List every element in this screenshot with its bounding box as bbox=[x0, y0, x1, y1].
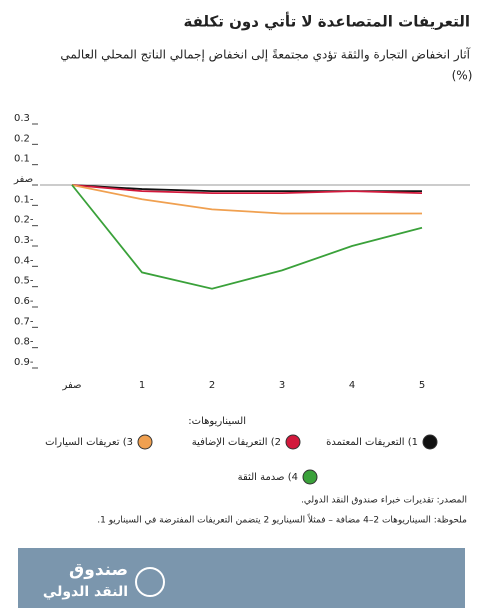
legend-swatch bbox=[285, 434, 301, 450]
logo-emblem bbox=[135, 567, 165, 597]
legend-swatch bbox=[302, 469, 318, 485]
y-tick-label: 0.1- bbox=[14, 194, 34, 205]
source-note: المصدر: تقديرات خبراء صندوق النقد الدولي… bbox=[301, 496, 467, 506]
x-tick-label: 3 bbox=[279, 380, 285, 391]
logo-box bbox=[18, 548, 465, 608]
footnote: ملحوظة: السيناريوهات 2–4 مضافة – فمثلاً … bbox=[97, 513, 467, 525]
y-tick-label: صفر bbox=[13, 174, 33, 185]
y-tick-label: 0.2- bbox=[14, 215, 34, 226]
x-tick-label: 2 bbox=[209, 380, 215, 391]
y-tick-label: 0.1 bbox=[14, 154, 30, 165]
x-tick-label: 1 bbox=[139, 380, 145, 391]
legend-label: 2) التعريفات الإضافية bbox=[192, 437, 281, 448]
chart-subtitle: آثار انخفاض التجارة والثقة تؤدي مجتمعةً … bbox=[60, 47, 470, 63]
y-tick-label: 0.3- bbox=[14, 235, 34, 246]
legend-label: 4) صدمة الثقة bbox=[238, 472, 298, 483]
x-tick-label: 4 bbox=[349, 380, 355, 391]
y-tick-label: 0.6- bbox=[14, 296, 34, 307]
y-tick-label: 0.3 bbox=[14, 113, 30, 124]
legend-swatch bbox=[422, 434, 438, 450]
y-tick-label: 0.7- bbox=[14, 316, 34, 327]
y-tick-label: 0.9- bbox=[14, 357, 34, 368]
x-tick-label: 5 bbox=[419, 380, 425, 391]
logo-text: صندوق bbox=[69, 560, 128, 580]
legend-label: 1) التعريفات المعتمدة bbox=[326, 437, 418, 448]
legend-swatch bbox=[137, 434, 153, 450]
series-line bbox=[71, 184, 422, 215]
series-line bbox=[71, 184, 423, 195]
y-tick-label: 0.5- bbox=[14, 276, 34, 287]
series-line bbox=[71, 184, 423, 290]
y-tick-label: 0.2 bbox=[14, 133, 30, 144]
legend-title: السيناريوهات: bbox=[188, 416, 246, 427]
unit-label: (%) bbox=[452, 69, 473, 83]
y-tick-label: 0.4- bbox=[14, 255, 34, 266]
x-tick-label: صفر bbox=[61, 380, 81, 391]
chart-title: التعريفات المتصاعدة لا تأتي دون تكلفة bbox=[183, 12, 470, 31]
logo-text: النقد الدولي bbox=[43, 584, 128, 600]
y-tick-label: 0.8- bbox=[14, 337, 34, 348]
legend-label: 3) تعريفات السيارات bbox=[45, 437, 133, 448]
